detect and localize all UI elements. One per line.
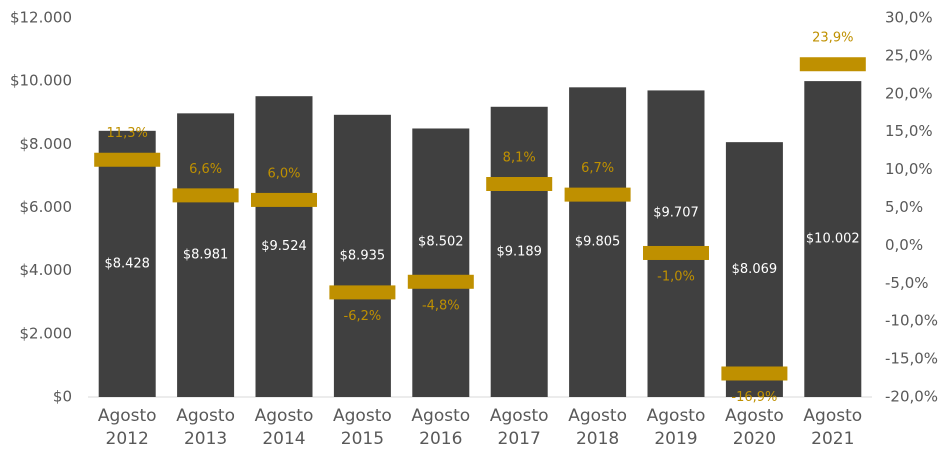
y2-tick-label: 0,0% bbox=[885, 236, 923, 254]
y2-tick-label: -5,0% bbox=[885, 274, 929, 292]
bar-value-label: $9.524 bbox=[261, 239, 307, 254]
marker-value-label: 11,3% bbox=[107, 126, 148, 141]
marker-value-label: 6,0% bbox=[267, 166, 300, 181]
marker-value-label: -4,8% bbox=[422, 298, 460, 313]
marker bbox=[643, 245, 709, 260]
y-tick-label: $4.000 bbox=[20, 261, 73, 279]
y2-tick-label: -10,0% bbox=[885, 312, 938, 330]
bar bbox=[569, 87, 627, 398]
marker-value-label: -16,9% bbox=[731, 390, 777, 405]
y-tick-label: $0 bbox=[53, 388, 72, 406]
y-tick-label: $2.000 bbox=[20, 324, 73, 342]
bar-value-label: $8.981 bbox=[183, 248, 229, 263]
marker bbox=[329, 285, 396, 300]
bar-value-label: $8.502 bbox=[418, 234, 464, 249]
bar bbox=[412, 128, 470, 397]
bar-value-label: $10.002 bbox=[806, 232, 860, 247]
x-tick-label: Agosto 2014 bbox=[254, 406, 314, 449]
x-tick-label: Agosto 2020 bbox=[725, 406, 784, 449]
y-tick-label: $12.000 bbox=[10, 9, 72, 27]
bar-value-label: $9.805 bbox=[575, 235, 621, 250]
y-tick-label: $6.000 bbox=[20, 198, 73, 216]
marker-value-label: 6,6% bbox=[189, 162, 222, 177]
marker-value-label: 6,7% bbox=[581, 161, 614, 176]
bar bbox=[804, 81, 862, 397]
x-tick-label: Agosto 2013 bbox=[176, 406, 235, 449]
bar-value-label: $8.069 bbox=[732, 262, 778, 277]
marker-value-label: 23,9% bbox=[812, 31, 853, 46]
bar-value-label: $9.707 bbox=[653, 205, 699, 220]
marker bbox=[172, 188, 239, 203]
bar-value-label: $9.189 bbox=[496, 244, 542, 259]
marker-value-label: -6,2% bbox=[344, 309, 382, 324]
y2-tick-label: -20,0% bbox=[885, 388, 938, 406]
bar-value-label: $8.428 bbox=[104, 256, 150, 271]
y2-tick-label: -15,0% bbox=[885, 350, 938, 368]
bar bbox=[177, 113, 235, 397]
y2-tick-label: 30,0% bbox=[885, 9, 933, 27]
x-tick-label: Agosto 2019 bbox=[646, 406, 706, 449]
marker bbox=[721, 366, 788, 381]
x-tick-label: Agosto 2015 bbox=[333, 406, 392, 449]
x-tick-label: Agosto 2017 bbox=[489, 406, 549, 449]
x-tick-label: Agosto 2021 bbox=[803, 406, 863, 449]
marker bbox=[799, 57, 866, 72]
bar bbox=[255, 96, 313, 398]
bar bbox=[647, 90, 705, 397]
marker-value-label: 8,1% bbox=[503, 151, 536, 166]
x-tick-label: Agosto 2018 bbox=[568, 406, 627, 449]
marker bbox=[407, 274, 474, 289]
y2-tick-label: 25,0% bbox=[885, 46, 933, 64]
x-tick-label: Agosto 2016 bbox=[411, 406, 471, 449]
marker-value-label: -1,0% bbox=[657, 269, 695, 284]
x-tick-label: Agosto 2012 bbox=[97, 406, 157, 449]
y-tick-label: $8.000 bbox=[20, 135, 73, 153]
marker bbox=[486, 177, 553, 192]
marker bbox=[94, 152, 161, 167]
bar bbox=[98, 130, 156, 397]
y-tick-label: $10.000 bbox=[10, 72, 72, 90]
y2-tick-label: 10,0% bbox=[885, 160, 933, 178]
y2-tick-label: 20,0% bbox=[885, 84, 933, 102]
bar-value-label: $8.935 bbox=[340, 248, 386, 263]
bar bbox=[333, 114, 391, 397]
y2-tick-label: 5,0% bbox=[885, 198, 923, 216]
bar bbox=[725, 142, 783, 397]
y2-tick-label: 15,0% bbox=[885, 122, 933, 140]
marker bbox=[564, 187, 631, 202]
bar bbox=[490, 106, 548, 397]
marker bbox=[251, 192, 317, 207]
